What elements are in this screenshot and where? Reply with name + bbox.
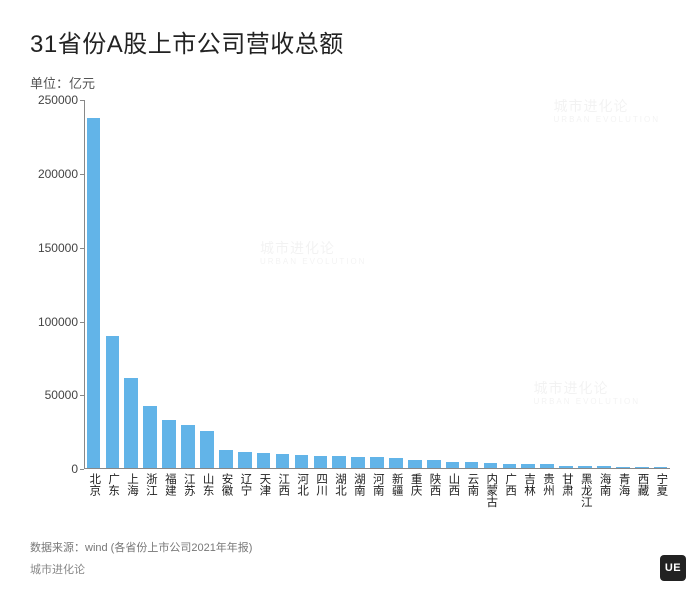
bar-slot bbox=[651, 100, 670, 469]
chart-subtitle: 单位：亿元 bbox=[30, 73, 670, 92]
x-axis-line bbox=[84, 468, 670, 469]
bar-slot bbox=[330, 100, 349, 469]
bar-slot bbox=[405, 100, 424, 469]
x-tick-label: 宁夏 bbox=[651, 473, 670, 533]
x-tick-label: 江苏 bbox=[179, 473, 198, 533]
bar-slot bbox=[122, 100, 141, 469]
bar-slot bbox=[273, 100, 292, 469]
bar-slot bbox=[160, 100, 179, 469]
x-tick-label: 河南 bbox=[368, 473, 387, 533]
bar-slot bbox=[462, 100, 481, 469]
bar bbox=[295, 455, 309, 469]
x-tick-label: 浙江 bbox=[141, 473, 160, 533]
x-axis-labels: 北京广东上海浙江福建江苏山东安徽辽宁天津江西河北四川湖北湖南河南新疆重庆陕西山西… bbox=[84, 473, 670, 533]
x-tick-label: 山西 bbox=[443, 473, 462, 533]
bars-container bbox=[84, 100, 670, 469]
bar bbox=[257, 453, 271, 469]
chart-page: 31省份A股上市公司营收总额 单位：亿元 0 50000 100000 150000 2… bbox=[0, 0, 700, 595]
bar-slot bbox=[519, 100, 538, 469]
x-tick-label: 辽宁 bbox=[235, 473, 254, 533]
bar-slot bbox=[179, 100, 198, 469]
bar-slot bbox=[424, 100, 443, 469]
bar bbox=[143, 406, 157, 470]
bar bbox=[276, 454, 290, 469]
y-tick-label: 100000 bbox=[38, 315, 78, 329]
x-tick-label: 天津 bbox=[254, 473, 273, 533]
chart-area: 050000100000150000200000250000 bbox=[30, 100, 670, 469]
x-tick-label: 吉林 bbox=[519, 473, 538, 533]
bar bbox=[219, 450, 233, 469]
x-tick-label: 湖北 bbox=[330, 473, 349, 533]
x-tick-label: 山东 bbox=[197, 473, 216, 533]
x-tick-label: 安徽 bbox=[216, 473, 235, 533]
x-tick-label: 广东 bbox=[103, 473, 122, 533]
x-tick-label: 北京 bbox=[84, 473, 103, 533]
x-tick-label: 黑龙江 bbox=[576, 473, 595, 533]
x-tick-label: 云南 bbox=[462, 473, 481, 533]
bar-slot bbox=[443, 100, 462, 469]
x-tick-label: 河北 bbox=[292, 473, 311, 533]
x-tick-label: 内蒙古 bbox=[481, 473, 500, 533]
brand-line: 城市进化论 bbox=[30, 561, 670, 577]
bar-slot bbox=[538, 100, 557, 469]
bar-slot bbox=[254, 100, 273, 469]
x-tick-label: 甘肃 bbox=[557, 473, 576, 533]
bar bbox=[238, 452, 252, 469]
bar-slot bbox=[481, 100, 500, 469]
x-tick-label: 陕西 bbox=[424, 473, 443, 533]
x-tick-label: 贵州 bbox=[538, 473, 557, 533]
plot-area bbox=[84, 100, 670, 469]
bar bbox=[106, 336, 120, 469]
x-tick-label: 新疆 bbox=[387, 473, 406, 533]
bar-slot bbox=[387, 100, 406, 469]
bar-slot bbox=[141, 100, 160, 469]
x-tick-label: 江西 bbox=[273, 473, 292, 533]
x-tick-label: 青海 bbox=[613, 473, 632, 533]
bar-slot bbox=[235, 100, 254, 469]
y-tick-label: 50000 bbox=[45, 388, 78, 402]
bar-slot bbox=[368, 100, 387, 469]
chart-title: 31省份A股上市公司营收总额 bbox=[30, 24, 670, 59]
bar-slot bbox=[103, 100, 122, 469]
y-tick-label: 150000 bbox=[38, 241, 78, 255]
x-tick-label: 福建 bbox=[160, 473, 179, 533]
x-tick-label: 四川 bbox=[311, 473, 330, 533]
bar-slot bbox=[197, 100, 216, 469]
y-tick-label: 250000 bbox=[38, 93, 78, 107]
y-tick-label: 0 bbox=[71, 462, 78, 476]
bar-slot bbox=[594, 100, 613, 469]
bar bbox=[181, 425, 195, 469]
x-tick-label: 上海 bbox=[122, 473, 141, 533]
bar-slot bbox=[632, 100, 651, 469]
x-tick-label: 广西 bbox=[500, 473, 519, 533]
x-tick-label: 湖南 bbox=[349, 473, 368, 533]
y-tick-label: 200000 bbox=[38, 167, 78, 181]
bar bbox=[124, 378, 138, 470]
bar-slot bbox=[613, 100, 632, 469]
bar bbox=[314, 456, 328, 469]
x-tick-label: 重庆 bbox=[405, 473, 424, 533]
bar bbox=[200, 431, 214, 469]
bar-slot bbox=[292, 100, 311, 469]
bar-slot bbox=[349, 100, 368, 469]
ue-badge-icon: UE bbox=[660, 555, 686, 581]
x-tick-label: 西藏 bbox=[632, 473, 651, 533]
y-axis-line bbox=[84, 100, 85, 469]
source-line: 数据来源：wind (各省份上市公司2021年年报) bbox=[30, 539, 670, 559]
bar-slot bbox=[311, 100, 330, 469]
x-tick-label: 海南 bbox=[594, 473, 613, 533]
bar bbox=[162, 420, 176, 469]
bar-slot bbox=[557, 100, 576, 469]
bar-slot bbox=[500, 100, 519, 469]
bar-slot bbox=[576, 100, 595, 469]
bar bbox=[87, 118, 101, 469]
bar-slot bbox=[84, 100, 103, 469]
y-axis: 050000100000150000200000250000 bbox=[30, 100, 84, 469]
bar-slot bbox=[216, 100, 235, 469]
y-tick-mark bbox=[80, 469, 84, 470]
